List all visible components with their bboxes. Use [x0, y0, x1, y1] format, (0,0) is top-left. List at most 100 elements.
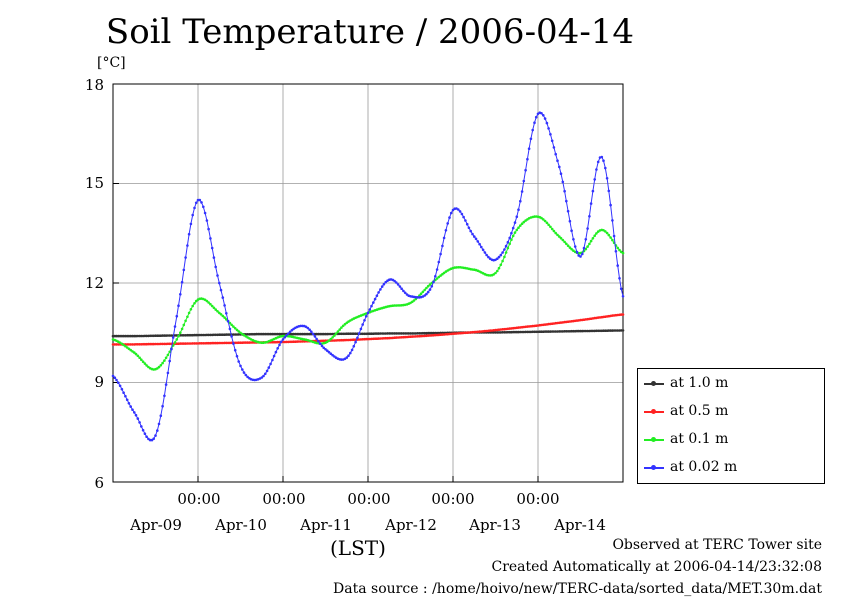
data-point-series-0: [379, 332, 382, 335]
data-point-series-3: [618, 277, 621, 280]
data-point-series-3: [552, 146, 556, 149]
data-point-series-3: [366, 311, 370, 315]
data-point-series-0: [540, 330, 543, 334]
data-point-series-0: [361, 332, 365, 336]
data-point-series-3: [299, 324, 303, 328]
data-point-series-3: [467, 226, 471, 230]
data-point-series-2: [542, 218, 545, 221]
data-point-series-2: [193, 302, 196, 305]
data-point-series-0: [202, 333, 205, 337]
data-point-series-3: [380, 285, 384, 288]
data-point-series-3: [120, 387, 124, 391]
data-point-series-1: [202, 342, 205, 345]
data-point-series-3: [267, 366, 271, 369]
data-point-series-3: [324, 348, 327, 351]
data-point-series-1: [237, 341, 240, 345]
data-point-series-3: [384, 280, 388, 284]
data-point-series-2: [214, 308, 217, 311]
data-point-series-3: [542, 114, 545, 117]
data-point-series-3: [143, 432, 147, 436]
data-point-series-3: [609, 203, 612, 207]
data-point-series-3: [198, 198, 202, 202]
data-point-series-2: [510, 238, 513, 241]
data-point-series-3: [403, 291, 407, 295]
data-point-series-3: [233, 348, 237, 352]
data-point-series-3: [487, 255, 490, 259]
data-point-series-3: [187, 232, 191, 236]
data-point-series-3: [124, 394, 127, 398]
data-point-series-0: [586, 329, 589, 333]
data-point-series-3: [163, 394, 166, 398]
data-point-series-0: [221, 333, 225, 337]
data-point-series-2: [426, 284, 430, 288]
data-point-series-2: [184, 319, 187, 323]
data-point-series-2: [611, 238, 614, 242]
data-point-series-1: [621, 313, 625, 316]
data-point-series-3: [271, 358, 274, 362]
data-point-series-2: [547, 223, 550, 227]
data-point-series-0: [294, 332, 297, 336]
data-point-series-0: [373, 332, 377, 335]
data-point-series-1: [111, 343, 115, 346]
data-point-series-2: [210, 304, 214, 308]
data-point-series-3: [402, 289, 405, 293]
x-axis-label: (LST): [330, 536, 386, 560]
data-point-series-3: [428, 288, 432, 291]
data-point-series-3: [511, 226, 515, 230]
data-point-series-2: [604, 230, 607, 233]
data-point-series-0: [272, 332, 276, 336]
y-tick-label: 18: [84, 76, 104, 94]
data-point-series-3: [545, 121, 549, 125]
data-point-series-0: [117, 334, 120, 338]
data-point-series-3: [582, 246, 586, 250]
data-point-series-3: [441, 244, 444, 248]
data-point-series-0: [301, 332, 304, 336]
data-point-series-3: [274, 350, 278, 354]
data-point-series-3: [563, 189, 566, 193]
data-point-series-0: [559, 330, 563, 333]
data-point-series-0: [619, 329, 623, 332]
data-point-series-3: [584, 238, 588, 241]
data-point-series-0: [354, 332, 357, 336]
data-point-series-3: [550, 139, 554, 143]
data-point-series-1: [246, 341, 249, 344]
data-point-series-1: [373, 337, 377, 341]
y-axis-unit: [°C]: [97, 55, 126, 71]
data-point-series-3: [379, 288, 382, 291]
data-point-series-2: [186, 315, 189, 319]
data-point-series-3: [593, 178, 596, 181]
data-point-series-0: [552, 330, 556, 333]
data-point-series-3: [364, 315, 368, 318]
data-point-series-3: [179, 293, 182, 296]
data-point-series-2: [496, 269, 499, 273]
data-point-series-1: [340, 338, 343, 342]
data-point-series-1: [364, 337, 368, 341]
data-point-series-3: [591, 189, 595, 193]
data-point-series-3: [496, 257, 499, 261]
data-point-series-3: [125, 398, 129, 402]
data-point-series-3: [375, 294, 379, 298]
data-point-series-3: [148, 438, 152, 442]
data-point-series-0: [396, 332, 400, 335]
data-point-series-2: [501, 259, 504, 263]
data-point-series-0: [434, 331, 437, 335]
data-point-series-2: [180, 327, 184, 331]
data-point-series-2: [396, 304, 400, 307]
data-point-series-2: [593, 234, 596, 237]
data-point-series-3: [558, 165, 561, 169]
data-point-series-3: [616, 264, 619, 267]
data-point-series-3: [566, 209, 570, 213]
data-point-series-0: [366, 332, 370, 336]
data-point-series-2: [497, 266, 501, 270]
data-point-series-3: [395, 281, 398, 284]
data-point-series-3: [473, 235, 476, 238]
data-point-series-2: [228, 321, 232, 325]
data-point-series-3: [540, 112, 543, 115]
data-point-series-2: [515, 228, 519, 232]
data-point-series-3: [308, 328, 311, 332]
data-point-series-2: [187, 311, 191, 315]
data-point-series-0: [154, 334, 157, 338]
data-point-series-3: [175, 314, 179, 318]
data-point-series-0: [111, 334, 115, 338]
